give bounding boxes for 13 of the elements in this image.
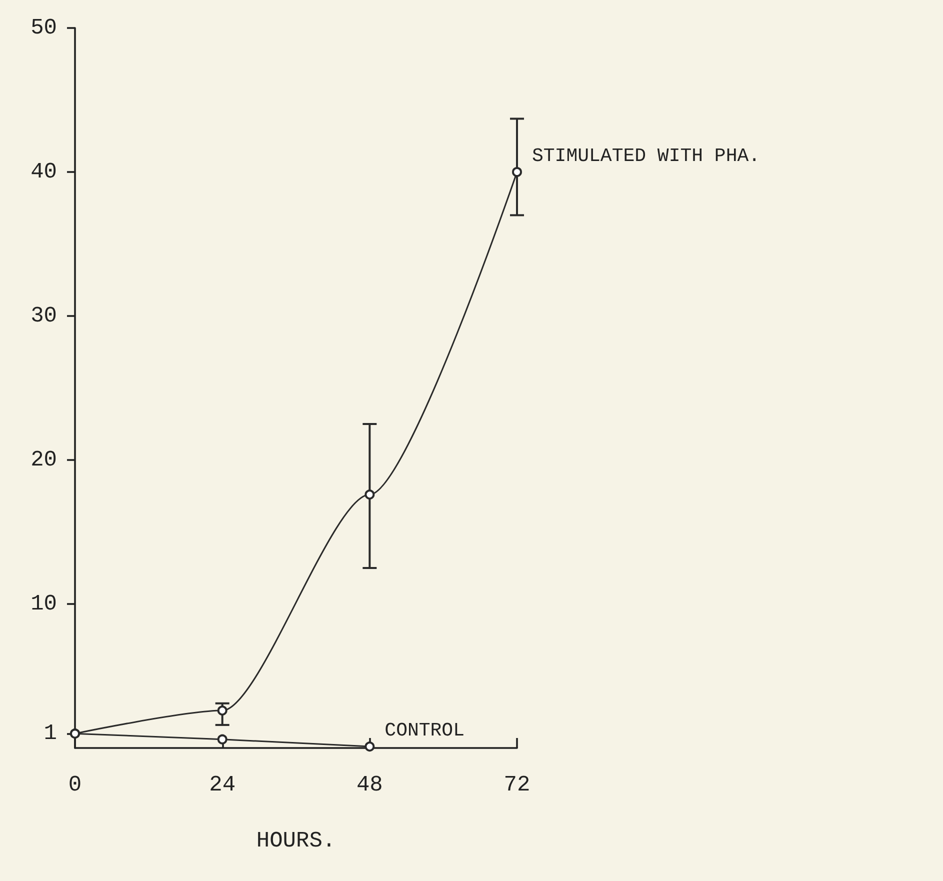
x-tick-label: 48 <box>356 772 383 798</box>
y-tick-label: 50 <box>30 16 57 40</box>
x-axis-title: HOURS. <box>256 828 336 854</box>
y-tick-label: 20 <box>30 448 57 472</box>
y-tick-label: 40 <box>30 160 57 184</box>
x-tick-label: 0 <box>68 772 82 798</box>
x-tick-label: 72 <box>504 772 530 798</box>
y-tick-label: 10 <box>30 592 57 616</box>
y-tick-label: 1 <box>44 721 57 746</box>
series-label: CONTROL <box>384 720 464 742</box>
y-tick-label: 30 <box>30 304 57 328</box>
x-tick-label: 24 <box>209 772 236 798</box>
series-label: STIMULATED WITH PHA. <box>532 145 760 167</box>
